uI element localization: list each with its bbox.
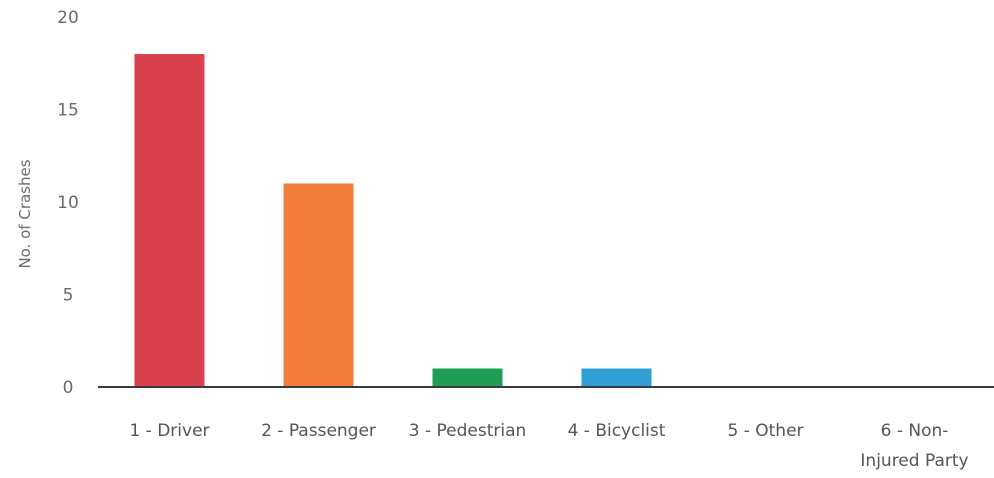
x-tick-label-line: 5 - Other — [727, 421, 803, 441]
x-tick-label-line: 6 - Non- — [881, 421, 949, 441]
x-tick-label-line: 3 - Pedestrian — [409, 421, 527, 441]
y-tick-label: 15 — [57, 101, 79, 121]
y-tick-label: 0 — [63, 378, 74, 398]
y-tick-label: 10 — [57, 193, 79, 213]
y-tick-label: 5 — [63, 286, 74, 306]
x-tick-label: 4 - Bicyclist — [568, 421, 666, 441]
bar — [432, 368, 503, 387]
x-tick-label-line: 4 - Bicyclist — [568, 421, 666, 441]
x-tick-label: 1 - Driver — [129, 421, 209, 441]
bars-group — [134, 54, 652, 387]
x-tick-label-line: 1 - Driver — [129, 421, 209, 441]
x-tick-label: 5 - Other — [727, 421, 803, 441]
x-tick-label: 2 - Passenger — [261, 421, 376, 441]
y-axis-ticks: 0 5 10 15 20 — [57, 8, 79, 398]
y-axis-title: No. of Crashes — [16, 159, 34, 268]
bar — [283, 183, 354, 387]
x-tick-label-line: Injured Party — [860, 451, 968, 471]
bar — [134, 54, 205, 387]
x-tick-label-line: 2 - Passenger — [261, 421, 376, 441]
bar — [581, 368, 652, 387]
y-tick-label: 20 — [57, 8, 79, 28]
x-tick-label: 6 - Non- Injured Party — [860, 421, 968, 471]
x-axis-labels: 1 - Driver 2 - Passenger 3 - Pedestrian 4 -… — [129, 421, 968, 471]
x-tick-label: 3 - Pedestrian — [409, 421, 527, 441]
